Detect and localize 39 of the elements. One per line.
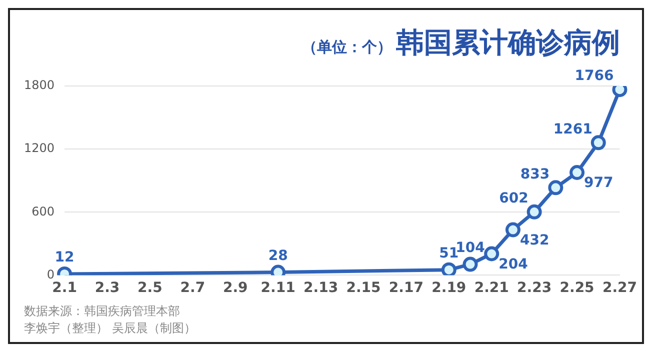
- x-tick-label: 2.7: [180, 280, 206, 296]
- x-tick-label: 2.21: [474, 280, 509, 296]
- y-tick-label: 0: [46, 267, 55, 282]
- point: [590, 135, 606, 150]
- text: 李焕宇（整理） 吴辰晨（制图）: [24, 320, 196, 337]
- x-tick-label: 2.13: [304, 280, 338, 296]
- data-label: 833: [520, 166, 550, 182]
- point: [570, 165, 585, 180]
- data-label: 977: [584, 175, 614, 192]
- point: [441, 262, 456, 276]
- y-tick-label: 1200: [24, 141, 55, 156]
- x-tick-label: 2.11: [260, 280, 296, 296]
- point: [484, 246, 500, 262]
- data-label: 1766: [574, 68, 614, 84]
- x-tick-label: 2.3: [94, 280, 120, 296]
- chart-title: 韩国累计确诊病例: [396, 25, 620, 61]
- source-note: 数据来源：韩国疾病管理本部: [24, 303, 181, 320]
- data-label: 12: [54, 250, 74, 266]
- x-tick-label: 2.19: [432, 280, 466, 296]
- x-tick-label: 2.5: [138, 280, 162, 296]
- data-label: 602: [499, 190, 528, 207]
- point: [548, 180, 564, 196]
- x-tick-label: 2.17: [388, 280, 424, 296]
- y-tick-label: 600: [32, 204, 55, 218]
- data-label: 432: [520, 232, 550, 248]
- data-label: 28: [268, 248, 288, 264]
- x-tick-label: 2.23: [517, 280, 552, 296]
- x-tick-label: 2.9: [222, 280, 248, 296]
- data-label: 204: [498, 256, 528, 272]
- chart-subtitle: （单位：个）: [302, 38, 392, 57]
- x-tick-label: 2.25: [560, 280, 594, 296]
- x-tick-label: 2.1: [52, 280, 77, 296]
- y-tick-label: 1800: [24, 78, 55, 92]
- x-tick-label: 2.27: [602, 280, 637, 296]
- point: [505, 222, 520, 238]
- x-tick-label: 2.15: [346, 280, 381, 296]
- point: [462, 256, 478, 272]
- data-label: 1261: [553, 121, 592, 138]
- point: [526, 204, 542, 220]
